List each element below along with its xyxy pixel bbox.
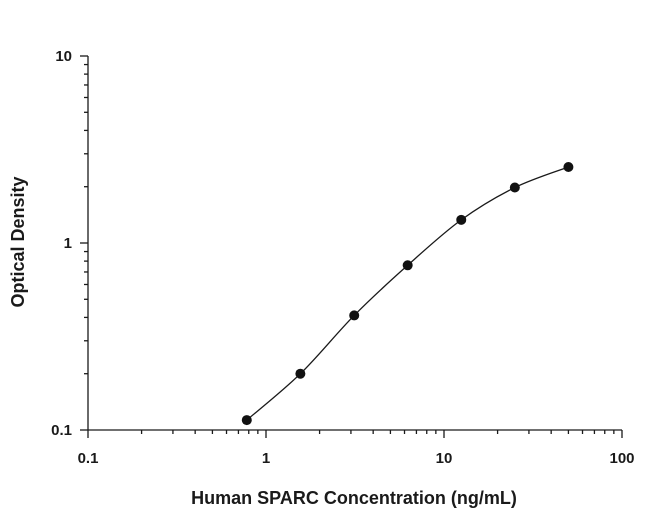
data-point: [456, 214, 467, 225]
fit-curve: [246, 166, 569, 421]
data-point: [295, 368, 306, 379]
y-tick-label: 0.1: [51, 422, 72, 439]
y-axis-title: Optical Density: [8, 176, 28, 307]
x-axis-title: Human SPARC Concentration (ng/mL): [191, 488, 517, 508]
axes: [87, 56, 622, 431]
data-point: [509, 182, 520, 193]
data-point: [241, 415, 252, 426]
ticks: [80, 55, 623, 438]
x-tick-label: 1: [262, 450, 270, 467]
data-point: [402, 260, 413, 271]
data-point: [349, 310, 360, 321]
y-tick-label: 1: [64, 235, 72, 252]
x-tick-label: 100: [609, 450, 634, 467]
data-point: [563, 161, 574, 172]
fit-curve-layer: [246, 166, 569, 421]
data-points: [241, 161, 574, 426]
y-tick-label: 10: [55, 48, 72, 65]
tick-labels: 0.1 1 10 100 0.1 1 10: [51, 48, 634, 467]
x-tick-label: 10: [436, 450, 453, 467]
x-tick-label: 0.1: [78, 450, 99, 467]
